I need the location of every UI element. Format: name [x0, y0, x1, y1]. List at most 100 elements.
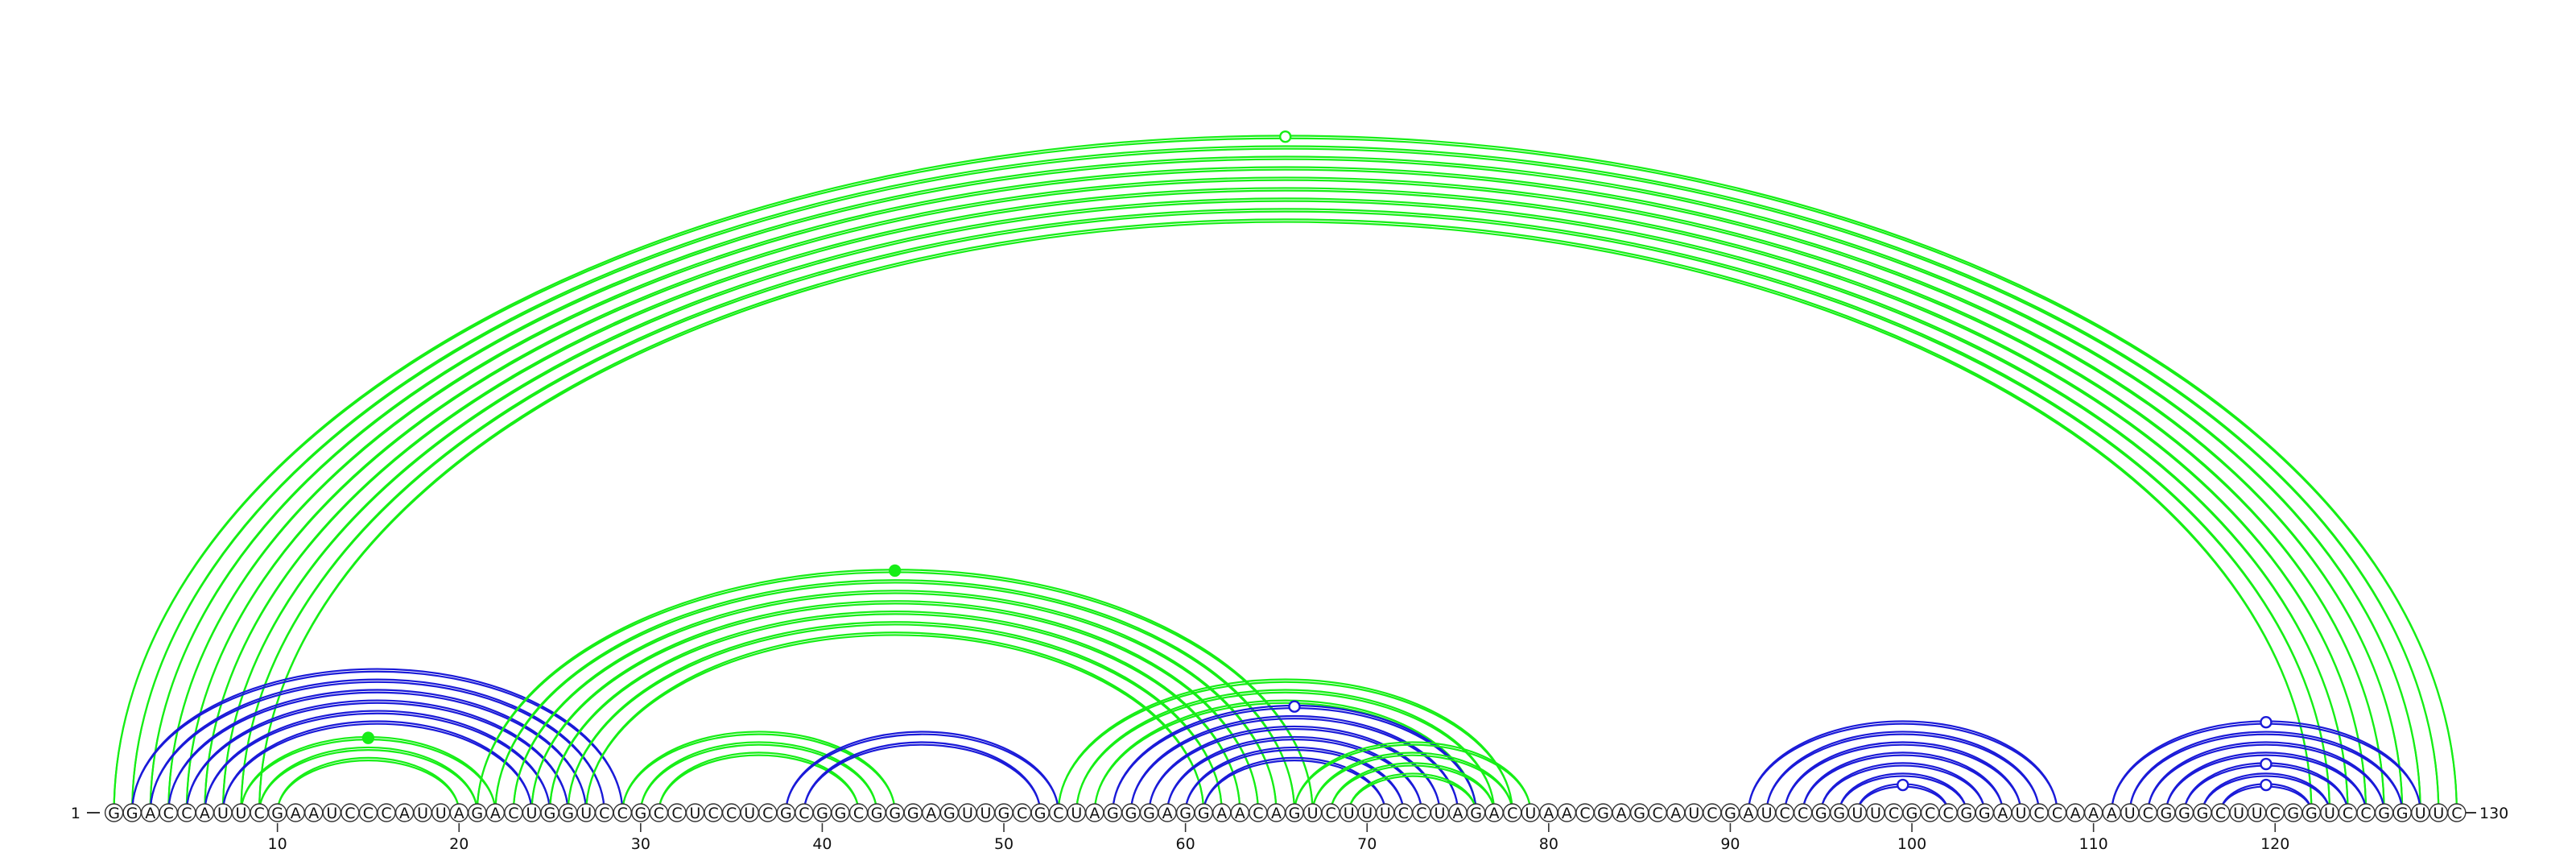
nucleotide-letter-16: C [381, 805, 391, 822]
arc-green-53-78 [1057, 678, 1513, 814]
nucleotide-letter-127: G [2396, 805, 2409, 822]
arc-blue-91-108 [1747, 722, 2058, 814]
arc-green-22-66 [494, 579, 1296, 814]
nucleotide-letter-52: G [1034, 805, 1046, 822]
arc-green-25-63 [548, 613, 1241, 814]
nucleotide-letter-24: U [526, 805, 538, 822]
arc-blue-58-74 [1148, 725, 1441, 814]
nucleotide-letter-3: A [145, 805, 155, 822]
marker-blue-97-102 [1897, 778, 1909, 792]
nucleotide-letter-120: C [2270, 805, 2281, 822]
nucleotide-letter-123: U [2324, 805, 2335, 822]
arc-blue-116-123 [2201, 772, 2331, 814]
nucleotide-letter-37: C [762, 805, 773, 822]
arc-green-68-77 [1330, 762, 1496, 814]
nucleotide-letter-90: G [1724, 805, 1736, 822]
nucleotide-letter-95: G [1815, 805, 1827, 822]
nucleotide-letter-62: A [1216, 805, 1227, 822]
arc-blue-112-127 [2128, 731, 2404, 814]
arc-blue-59-73 [1166, 735, 1423, 814]
tick-label-60: 60 [1176, 835, 1195, 853]
nucleotide-letter-5: C [181, 805, 192, 822]
nucleotide-letter-22: A [490, 805, 501, 822]
nucleotide-letter-70: U [1361, 805, 1373, 822]
nucleotide-letter-60: G [1179, 805, 1191, 822]
nucleotide-letter-65: A [1271, 805, 1282, 822]
nucleotide-letter-23: C [508, 805, 518, 822]
arc-blue-2-29 [131, 670, 624, 814]
arc-green-23-65 [512, 590, 1278, 814]
nucleotide-letter-76: G [1470, 805, 1482, 822]
nucleotide-letter-84: A [1616, 805, 1627, 822]
arc-green-7-124 [221, 197, 2349, 814]
marker-blue-117-122 [2260, 778, 2273, 792]
nucleotide-letter-57: G [1125, 805, 1137, 822]
arc-green-4-127 [167, 166, 2404, 814]
arc-green-24-64 [530, 602, 1259, 814]
arc-blue-39-52 [803, 741, 1042, 814]
nucleotide-letter-97: U [1852, 805, 1863, 822]
nucleotide-letter-121: G [2287, 805, 2299, 822]
nucleotide-letter-25: G [544, 805, 556, 822]
nucleotide-letter-50: G [998, 805, 1010, 822]
arc-blue-91-108 [1747, 720, 2058, 814]
arc-blue-94-105 [1802, 751, 2004, 814]
marker-green-1-130 [1279, 130, 1292, 143]
nucleotide-letter-126: G [2378, 805, 2390, 822]
nucleotide-letter-68: C [1325, 805, 1335, 822]
arc-green-6-125 [204, 187, 2368, 814]
arc-blue-7-24 [221, 720, 533, 814]
tick-label-10: 10 [268, 835, 287, 853]
arc-blue-93-106 [1784, 741, 2022, 814]
nucleotide-letter-118: U [2233, 805, 2244, 822]
nucleotide-letter-54: U [1071, 805, 1082, 822]
nucleotide-letter-99: C [1889, 805, 1899, 822]
nucleotide-letter-11: A [291, 805, 301, 822]
nucleotide-letter-42: C [853, 805, 864, 822]
nucleotide-letter-112: U [2124, 805, 2136, 822]
nucleotide-letter-96: G [1833, 805, 1845, 822]
nucleotide-letter-104: G [1979, 805, 1991, 822]
nucleotide-letter-10: G [271, 805, 283, 822]
arc-green-9-122 [258, 221, 2313, 814]
arc-green-26-62 [567, 621, 1223, 814]
arc-green-3-128 [149, 155, 2421, 814]
arc-blue-6-25 [204, 710, 551, 814]
nucleotide-letter-78: C [1507, 805, 1517, 822]
nucleotide-letter-83: G [1597, 805, 1609, 822]
nucleotide-letter-44: G [889, 805, 901, 822]
nucleotide-letter-17: A [399, 805, 410, 822]
arc-layer [113, 135, 2458, 814]
arc-green-66-79 [1293, 741, 1532, 814]
nucleotide-letter-29: C [617, 805, 628, 822]
arc-green-1-130 [113, 137, 2458, 814]
nucleotide-letter-46: A [926, 805, 936, 822]
nucleotide-letter-74: U [1435, 805, 1446, 822]
tick-label-110: 110 [2079, 835, 2108, 853]
nucleotide-letter-71: U [1380, 805, 1391, 822]
arc-blue-95-104 [1820, 762, 1986, 814]
start-label: 1 [71, 805, 80, 822]
nucleotide-letter-63: A [1235, 805, 1245, 822]
nucleotide-letter-87: A [1670, 805, 1681, 822]
arc-green-5-126 [185, 176, 2385, 814]
arc-green-6-125 [204, 189, 2368, 814]
nucleotide-letter-67: U [1307, 805, 1319, 822]
nucleotide-letter-38: G [780, 805, 792, 822]
nucleotide-letter-79: U [1525, 805, 1536, 822]
nucleotide-letter-98: U [1870, 805, 1881, 822]
nucleotide-letter-103: G [1960, 805, 1972, 822]
nucleotide-letter-88: U [1688, 805, 1699, 822]
nucleotide-letter-40: G [816, 805, 828, 822]
arc-green-67-78 [1311, 751, 1513, 814]
arc-green-8-123 [240, 208, 2331, 814]
tick-label-100: 100 [1897, 835, 1926, 853]
arc-green-21-67 [476, 569, 1314, 814]
nucleotide-letter-8: U [236, 805, 247, 822]
nucleotide-letter-128: U [2415, 805, 2426, 822]
nucleotide-letter-9: C [254, 805, 264, 822]
nucleotide-letter-14: C [345, 805, 355, 822]
nucleotide-letter-48: U [962, 805, 973, 822]
nucleotide-letter-114: G [2161, 805, 2173, 822]
nucleotide-letter-49: U [980, 805, 992, 822]
